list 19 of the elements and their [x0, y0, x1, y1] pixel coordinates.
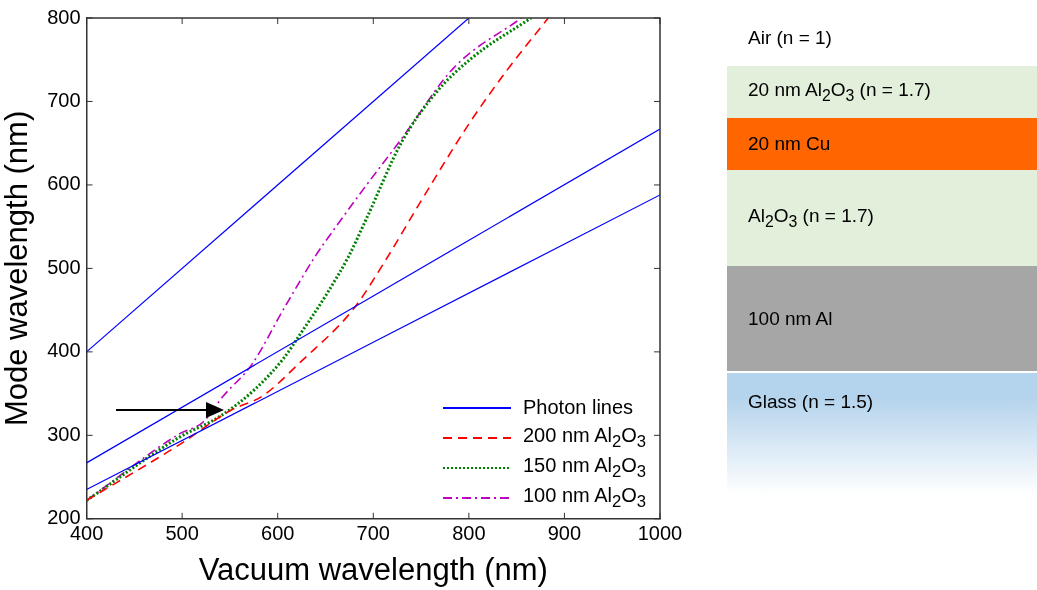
y-tick-label: 300 — [47, 422, 81, 445]
x-tick-label: 900 — [547, 522, 582, 545]
y-tick-label: 700 — [47, 88, 81, 111]
legend-label: Photon lines — [523, 396, 634, 420]
x-axis-title: Vacuum wavelength (nm) — [198, 551, 548, 587]
x-tick-label: 600 — [261, 522, 295, 545]
y-tick-label: 500 — [47, 255, 81, 278]
y-tick-label: 400 — [47, 339, 81, 362]
legend-label: 100 nm Al$_{2}$O$_{3}$ — [523, 483, 647, 512]
x-tick-label: 700 — [356, 522, 390, 545]
y-tick-label: 600 — [47, 172, 81, 195]
layer-stack: Air (n = 1) 20 nm Al$_{2}$O$_{3}$ (n = 1.7) 20 nm Cu Al$_{2}$O$_{3}$ (n = 1.7) 100 nm Al Glass (n = 1.5) — [727, 0, 1037, 500]
legend-label: 200 nm Al$_{2}$O$_{3}$ — [523, 423, 647, 452]
legend-label: 150 nm Al$_{2}$O$_{3}$ — [523, 453, 647, 482]
x-tick-label: 500 — [165, 522, 199, 545]
x-tick-label: 1000 — [637, 522, 683, 545]
y-tick-label: 800 — [47, 5, 81, 28]
x-tick-label: 800 — [452, 522, 486, 545]
y-axis-title: Mode wavelength (nm) — [0, 110, 35, 427]
